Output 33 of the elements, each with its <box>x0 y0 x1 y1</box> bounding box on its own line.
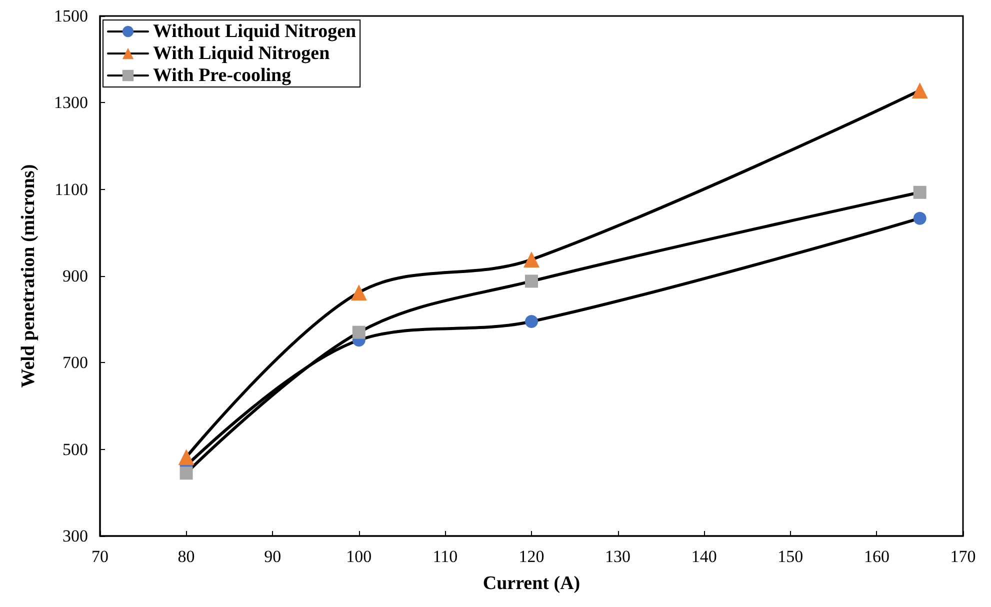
x-tick-label: 150 <box>778 547 804 566</box>
y-tick-label: 1300 <box>54 93 88 112</box>
point <box>352 326 366 339</box>
y-tick-label: 900 <box>62 266 88 286</box>
x-tick-label: 110 <box>432 547 458 566</box>
point <box>178 449 194 466</box>
x-tick-label: 160 <box>864 547 890 566</box>
point <box>525 315 538 328</box>
y-tick-label: 700 <box>62 353 88 372</box>
y-tick-label: 300 <box>62 526 88 546</box>
x-tick-label: 90 <box>264 547 282 566</box>
point <box>913 186 926 199</box>
legend-label: Without Liquid Nitrogen <box>153 21 357 42</box>
legend-label: With Pre-cooling <box>153 65 292 86</box>
point <box>350 284 367 300</box>
x-tick-label: 120 <box>518 547 544 566</box>
x-tick-label: 130 <box>605 547 631 566</box>
y-tick-label: 1500 <box>54 6 88 26</box>
point <box>912 82 928 99</box>
x-axis-title: Current (A) <box>482 573 580 594</box>
y-tick-label: 1100 <box>54 180 88 199</box>
point <box>525 274 538 288</box>
x-tick-label: 80 <box>178 547 195 566</box>
y-axis-title: Weld penetration (microns) <box>18 164 39 388</box>
point <box>524 252 540 268</box>
x-tick-label: 70 <box>92 547 108 566</box>
point <box>180 466 193 480</box>
legend-label: With Liquid Nitrogen <box>153 43 330 64</box>
x-tick-label: 140 <box>691 547 717 566</box>
x-tick-label: 170 <box>950 547 976 566</box>
y-tick-label: 500 <box>62 440 88 459</box>
point <box>913 212 926 225</box>
x-tick-label: 100 <box>346 547 372 566</box>
